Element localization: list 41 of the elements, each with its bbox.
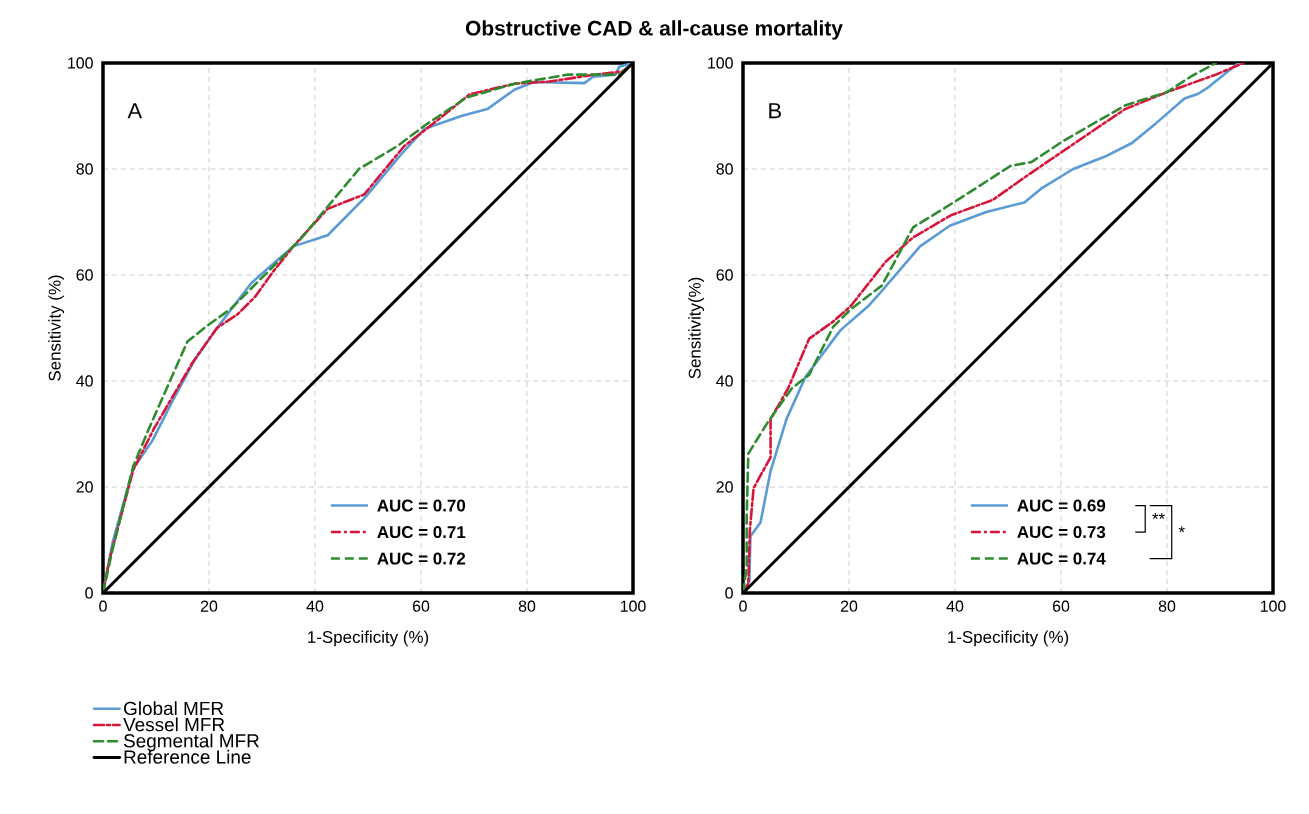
annotation: *: [1178, 526, 1185, 533]
x-tick-label: 40: [306, 600, 324, 612]
annotation: AUC = 0.69: [1017, 499, 1106, 512]
annotation: AUC = 0.72: [377, 552, 466, 565]
annotation: B: [769, 103, 781, 119]
x-tick-label: 80: [1158, 600, 1176, 612]
annotation: AUC = 0.71: [377, 526, 466, 539]
x-tick-label: 0: [739, 600, 747, 612]
x-tick-label: 100: [620, 600, 646, 612]
y-axis-title: Sensitivity (%): [48, 275, 65, 381]
y-tick-label: 100: [68, 57, 93, 69]
x-tick-label: 20: [840, 600, 858, 612]
y-tick-label: 60: [716, 269, 733, 281]
y-tick-label: 80: [76, 163, 93, 175]
legend-label: Global MFR: [124, 701, 224, 716]
chart-title: Obstructive CAD & all-cause mortality: [465, 20, 843, 40]
annotation: **: [1152, 512, 1165, 519]
annotation: A: [127, 103, 143, 119]
y-tick-label: 20: [76, 481, 93, 493]
y-axis-title: Sensitivity(%): [688, 277, 705, 379]
y-tick-label: 80: [716, 163, 733, 175]
annotation: AUC = 0.73: [1017, 526, 1106, 539]
y-tick-label: 40: [716, 375, 733, 387]
annotation: AUC = 0.74: [1017, 552, 1106, 565]
annotation: AUC = 0.70: [377, 499, 466, 512]
y-tick-label: 60: [76, 269, 93, 281]
x-tick-label: 60: [412, 600, 430, 612]
x-axis-title: 1-Specificity (%): [948, 630, 1069, 647]
x-tick-label: 40: [946, 600, 964, 612]
y-tick-label: 0: [85, 587, 93, 599]
y-tick-label: 0: [725, 587, 733, 599]
x-tick-label: 0: [99, 600, 107, 612]
x-tick-label: 100: [1260, 600, 1286, 612]
x-axis-title: 1-Specificity (%): [308, 630, 429, 647]
x-tick-label: 80: [518, 600, 536, 612]
y-tick-label: 20: [716, 481, 733, 493]
legend-label: Vessel MFR: [123, 717, 225, 732]
x-tick-label: 20: [200, 600, 218, 612]
y-tick-label: 40: [76, 375, 93, 387]
y-tick-label: 100: [708, 57, 733, 69]
x-tick-label: 60: [1052, 600, 1070, 612]
